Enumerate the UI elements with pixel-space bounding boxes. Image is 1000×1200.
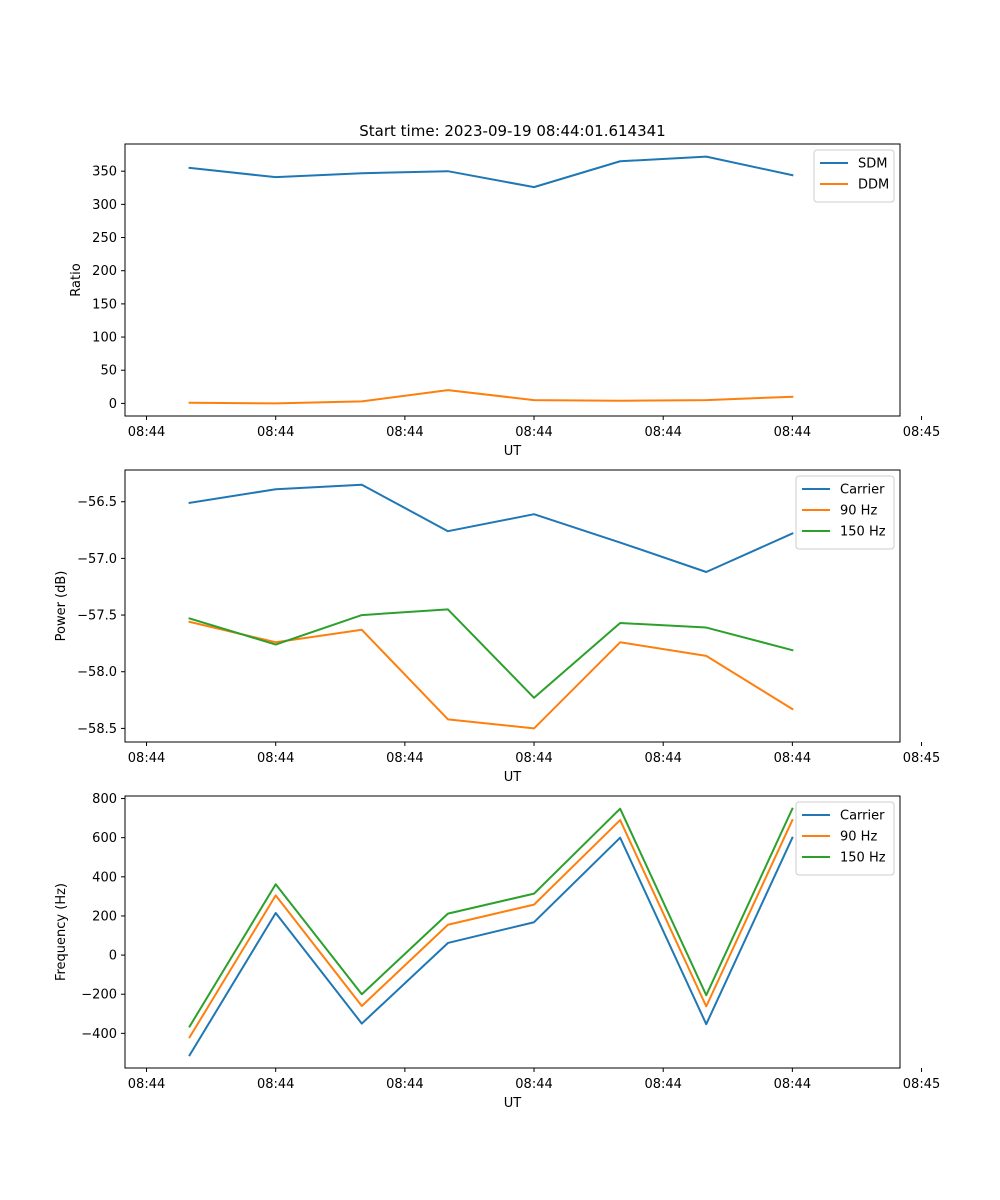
y-tick-label: 350 <box>92 165 117 180</box>
x-axis-label: UT <box>504 770 522 785</box>
x-tick-label: 08:44 <box>128 1077 165 1092</box>
y-axis-label: Power (dB) <box>54 571 69 642</box>
legend-label: 150 Hz <box>840 851 886 866</box>
frequency-series-150-hz-line <box>188 807 794 1028</box>
x-axis-label: UT <box>504 1096 522 1111</box>
axes-frame <box>124 469 901 743</box>
y-tick-label: 300 <box>92 198 117 213</box>
y-tick-label: −56.5 <box>77 495 117 510</box>
x-tick-label: 08:44 <box>128 751 165 766</box>
legend-label: SDM <box>858 157 887 172</box>
x-tick-label: 08:44 <box>257 425 294 440</box>
y-tick-label: 400 <box>92 870 117 885</box>
legend-label: 90 Hz <box>840 830 877 845</box>
x-tick-label: 08:44 <box>257 1077 294 1092</box>
y-tick-label: −58.0 <box>77 665 117 680</box>
x-tick-label: 08:44 <box>386 1077 423 1092</box>
x-tick-label: 08:44 <box>774 751 811 766</box>
y-tick-label: 200 <box>92 909 117 924</box>
chart-title: Start time: 2023-09-19 08:44:01.614341 <box>359 122 665 140</box>
y-tick-label: 150 <box>92 297 117 312</box>
ratio-series-sdm-line <box>188 155 794 189</box>
y-tick-label: −57.5 <box>77 609 117 624</box>
y-tick-label: 100 <box>92 331 117 346</box>
x-tick-label: 08:45 <box>903 1077 940 1092</box>
legend-label: DDM <box>858 178 889 193</box>
frequency-series-carrier-line <box>188 836 794 1057</box>
legend-label: 90 Hz <box>840 504 877 519</box>
power-series-150-hz-line <box>188 608 794 699</box>
x-tick-label: 08:45 <box>903 751 940 766</box>
y-tick-label: −400 <box>81 1027 117 1042</box>
legend-label: Carrier <box>840 483 885 498</box>
power-legend: Carrier 90 Hz 150 Hz <box>795 475 895 550</box>
x-tick-label: 08:44 <box>644 425 681 440</box>
legend-label: Carrier <box>840 809 885 824</box>
ratio-panel: Start time: 2023-09-19 08:44:01.614341 08… <box>69 122 940 459</box>
frequency-legend: Carrier 90 Hz 150 Hz <box>795 801 895 876</box>
y-tick-label: 0 <box>109 397 117 412</box>
x-tick-label: 08:44 <box>257 751 294 766</box>
y-tick-label: 600 <box>92 831 117 846</box>
axes-frame <box>124 795 901 1069</box>
legend-label: 150 Hz <box>840 525 886 540</box>
y-tick-label: 800 <box>92 792 117 807</box>
y-tick-label: 50 <box>100 364 117 379</box>
frequency-panel: 08:44 08:44 08:44 08:44 08:44 08:44 08:45 −400 −… <box>54 792 940 1111</box>
x-tick-label: 08:44 <box>644 751 681 766</box>
x-tick-label: 08:44 <box>515 751 552 766</box>
x-tick-label: 08:44 <box>644 1077 681 1092</box>
x-tick-label: 08:44 <box>128 425 165 440</box>
x-axis-label: UT <box>504 444 522 459</box>
x-tick-label: 08:44 <box>386 425 423 440</box>
y-tick-label: −200 <box>81 988 117 1003</box>
power-panel: 08:44 08:44 08:44 08:44 08:44 08:44 08:45 −58.5… <box>54 469 940 785</box>
x-tick-label: 08:44 <box>515 425 552 440</box>
frequency-series-90-hz-line <box>188 818 794 1039</box>
y-tick-label: −58.5 <box>77 722 117 737</box>
power-series-carrier-line <box>188 483 794 573</box>
y-axis-label: Ratio <box>69 263 84 296</box>
y-tick-label: −57.0 <box>77 552 117 567</box>
y-tick-label: 250 <box>92 231 117 246</box>
ratio-series-ddm-line <box>188 389 794 405</box>
x-tick-label: 08:44 <box>515 1077 552 1092</box>
x-tick-label: 08:45 <box>903 425 940 440</box>
x-tick-label: 08:44 <box>386 751 423 766</box>
y-tick-label: 200 <box>92 264 117 279</box>
y-tick-label: 0 <box>109 949 117 964</box>
x-tick-label: 08:44 <box>774 1077 811 1092</box>
axes-frame <box>124 143 901 417</box>
ratio-legend: SDM DDM <box>813 149 895 203</box>
x-tick-label: 08:44 <box>774 425 811 440</box>
y-axis-label: Frequency (Hz) <box>54 883 69 981</box>
